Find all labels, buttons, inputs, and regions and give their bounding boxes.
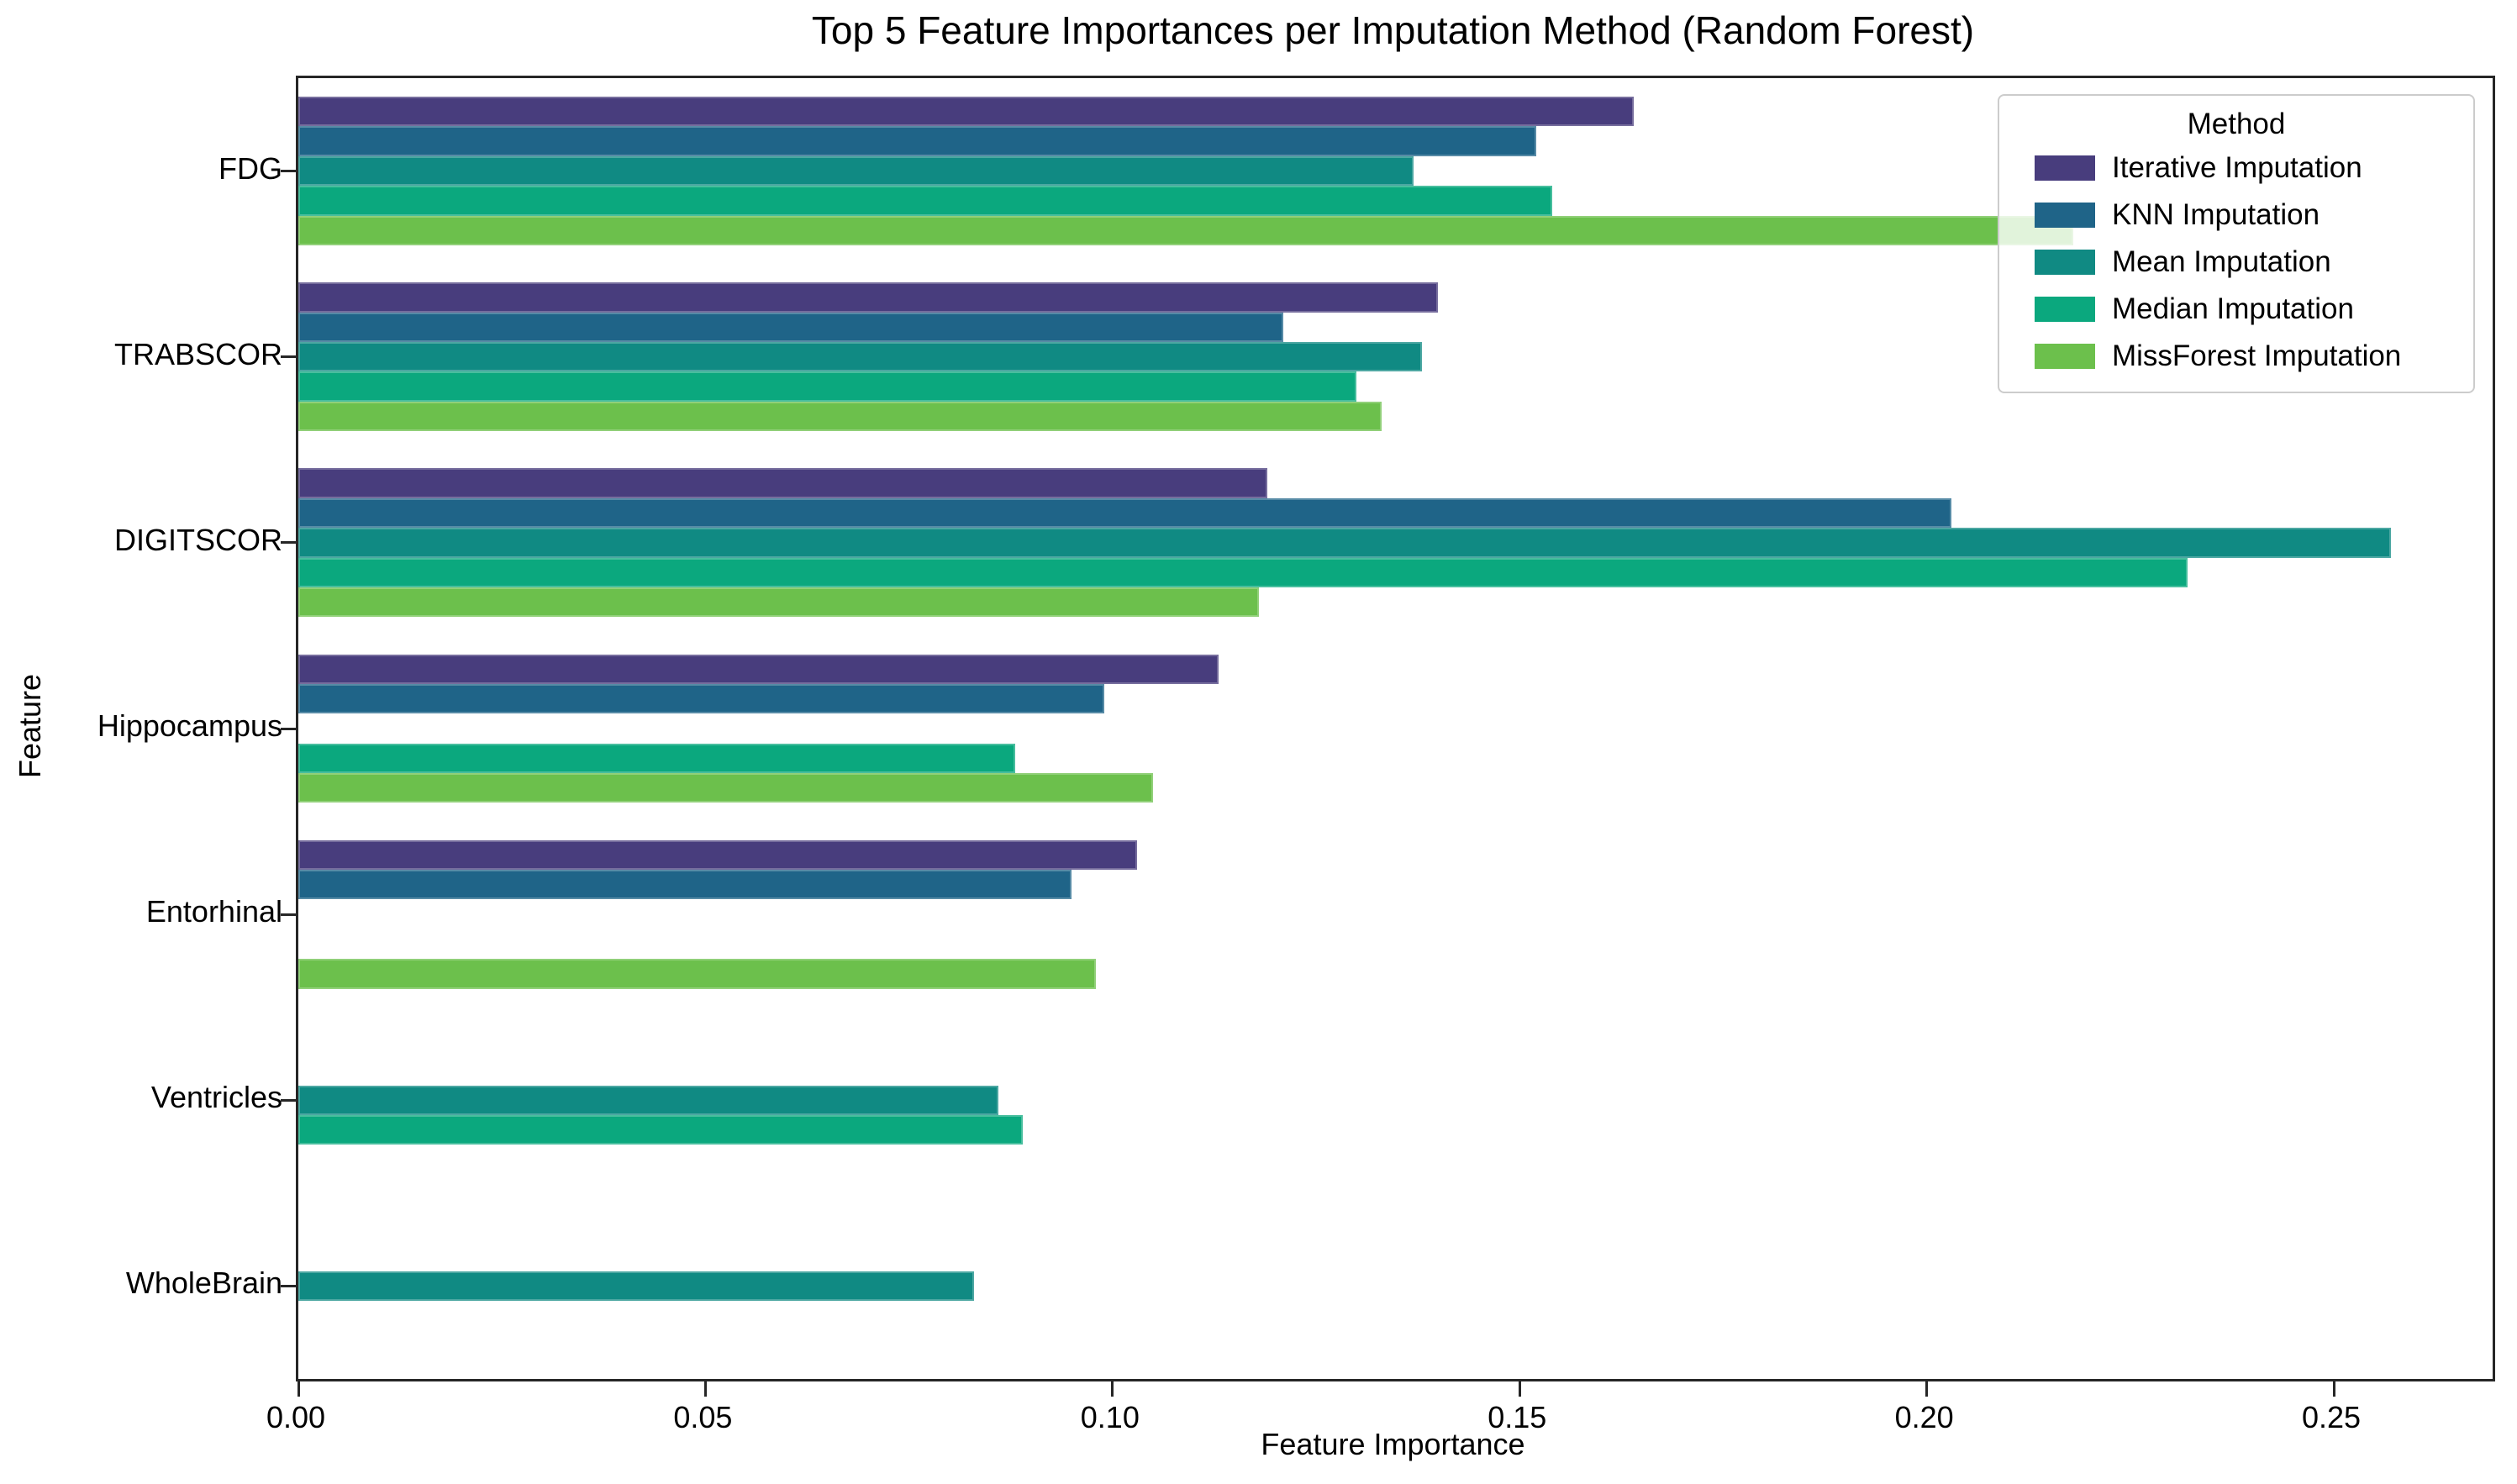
bar-hippocampus-median-imputation	[298, 744, 1015, 773]
bar-trabscor-knn-imputation	[298, 313, 1283, 342]
legend-swatch-iterative-imputation	[2035, 155, 2095, 181]
legend-label-knn-imputation: KNN Imputation	[2112, 197, 2320, 234]
y-tick-mark	[281, 728, 296, 730]
legend-row-knn-imputation: KNN Imputation	[2035, 197, 2456, 234]
bar-digitscor-mean-imputation	[298, 528, 2391, 557]
bar-wholebrain-mean-imputation	[298, 1271, 974, 1301]
figure: Top 5 Feature Importances per Imputation…	[0, 0, 2517, 1484]
y-tick-label-hippocampus: Hippocampus	[97, 707, 282, 745]
x-tick-label-0-10: 0.10	[1035, 1400, 1186, 1435]
y-tick-label-entorhinal: Entorhinal	[146, 892, 282, 931]
bar-fdg-iterative-imputation	[298, 97, 1634, 126]
legend-row-iterative-imputation: Iterative Imputation	[2035, 150, 2456, 187]
legend-swatch-missforest-imputation	[2035, 344, 2095, 369]
x-tick-mark	[2333, 1381, 2335, 1397]
legend-label-missforest-imputation: MissForest Imputation	[2112, 338, 2401, 375]
x-tick-label-0-20: 0.20	[1849, 1400, 2000, 1435]
legend-row-mean-imputation: Mean Imputation	[2035, 244, 2456, 281]
x-tick-mark	[1925, 1381, 1928, 1397]
bar-fdg-missforest-imputation	[298, 216, 2073, 245]
bar-digitscor-missforest-imputation	[298, 587, 1259, 617]
x-tick-label-0-25: 0.25	[2256, 1400, 2407, 1435]
bar-fdg-mean-imputation	[298, 156, 1414, 186]
y-tick-label-fdg: FDG	[219, 150, 282, 188]
bar-hippocampus-knn-imputation	[298, 684, 1104, 713]
bar-trabscor-iterative-imputation	[298, 282, 1438, 312]
x-axis-label: Feature Importance	[296, 1427, 2490, 1462]
legend-row-missforest-imputation: MissForest Imputation	[2035, 338, 2456, 375]
legend-title: Method	[2035, 104, 2438, 145]
bar-hippocampus-iterative-imputation	[298, 655, 1219, 684]
x-tick-mark	[1111, 1381, 1114, 1397]
y-tick-label-digitscor: DIGITSCOR	[114, 521, 282, 560]
legend: Method Iterative Imputation KNN Imputatio…	[1998, 94, 2475, 393]
bar-trabscor-missforest-imputation	[298, 402, 1382, 431]
bar-entorhinal-missforest-imputation	[298, 959, 1096, 988]
legend-label-iterative-imputation: Iterative Imputation	[2112, 150, 2362, 187]
x-tick-label-0-05: 0.05	[627, 1400, 778, 1435]
bar-trabscor-mean-imputation	[298, 342, 1422, 371]
x-tick-label-0-15: 0.15	[1441, 1400, 1593, 1435]
legend-swatch-mean-imputation	[2035, 250, 2095, 275]
bar-entorhinal-iterative-imputation	[298, 840, 1137, 870]
y-tick-mark	[281, 1285, 296, 1287]
bar-trabscor-median-imputation	[298, 371, 1356, 401]
y-axis-label: Feature	[13, 674, 48, 778]
bar-digitscor-knn-imputation	[298, 498, 1951, 528]
y-tick-mark	[281, 355, 296, 358]
bar-ventricles-median-imputation	[298, 1115, 1023, 1145]
chart-title: Top 5 Feature Importances per Imputation…	[296, 5, 2490, 55]
legend-rows: Iterative Imputation KNN Imputation Mean I…	[2035, 145, 2456, 380]
bar-digitscor-iterative-imputation	[298, 468, 1267, 497]
y-tick-mark	[281, 913, 296, 916]
bar-digitscor-median-imputation	[298, 558, 2188, 587]
y-tick-mark	[281, 541, 296, 544]
x-tick-mark	[704, 1381, 707, 1397]
legend-label-mean-imputation: Mean Imputation	[2112, 244, 2331, 281]
bar-entorhinal-knn-imputation	[298, 870, 1072, 899]
bar-hippocampus-missforest-imputation	[298, 773, 1153, 803]
y-tick-label-ventricles: Ventricles	[151, 1078, 282, 1117]
x-tick-label-0-00: 0.00	[220, 1400, 371, 1435]
legend-swatch-knn-imputation	[2035, 203, 2095, 228]
legend-swatch-median-imputation	[2035, 297, 2095, 322]
legend-label-median-imputation: Median Imputation	[2112, 291, 2354, 328]
bar-ventricles-mean-imputation	[298, 1086, 998, 1115]
bar-fdg-median-imputation	[298, 186, 1552, 215]
y-tick-mark	[281, 170, 296, 172]
y-tick-mark	[281, 1099, 296, 1102]
y-tick-label-wholebrain: WholeBrain	[126, 1264, 282, 1302]
x-tick-mark	[1519, 1381, 1521, 1397]
legend-row-median-imputation: Median Imputation	[2035, 291, 2456, 328]
bar-fdg-knn-imputation	[298, 126, 1536, 155]
y-tick-label-trabscor: TRABSCOR	[114, 335, 282, 374]
x-tick-mark	[298, 1381, 300, 1397]
